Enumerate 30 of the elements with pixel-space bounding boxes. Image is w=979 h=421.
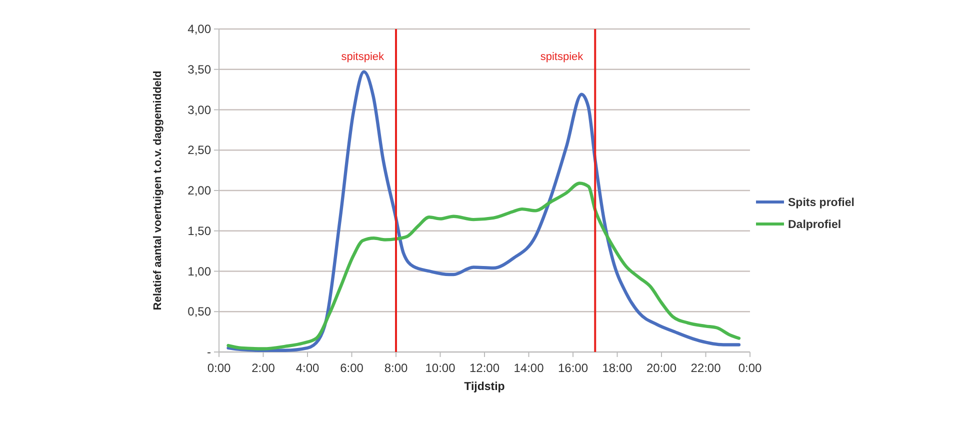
x-tick-label: 6:00 (340, 361, 364, 375)
line-series (226, 182, 741, 350)
legend-label: Spits profiel (788, 197, 854, 209)
x-tick-label: 4:00 (296, 361, 320, 375)
y-tick-label: 1,00 (188, 264, 212, 278)
x-tick-label: 0:00 (738, 361, 762, 375)
y-tick-label: - (207, 345, 211, 359)
x-tick-label: 2:00 (252, 361, 276, 375)
x-tick-label: 20:00 (646, 361, 677, 375)
x-tick-label: 12:00 (469, 361, 500, 375)
x-tick-label: 0:00 (207, 361, 231, 375)
y-tick-label: 3,50 (188, 62, 212, 76)
line-series (226, 70, 741, 352)
x-tick-label: 16:00 (558, 361, 588, 375)
y-tick-label: 1,50 (188, 224, 212, 238)
y-tick-label: 4,00 (188, 22, 212, 36)
legend-label: Dalprofiel (788, 219, 842, 231)
x-tick-label: 14:00 (514, 361, 544, 375)
y-tick-label: 0,50 (188, 304, 212, 319)
y-axis-title: Relatief aantal voertuigen t.o.v. daggemiddeld (152, 70, 164, 310)
y-tick-label: 2,00 (188, 184, 212, 198)
x-tick-label: 22:00 (690, 361, 722, 375)
y-tick-label: 2,50 (188, 143, 212, 158)
ref-line-label: spitspiek (540, 51, 584, 63)
x-tick-label: 10:00 (425, 361, 456, 375)
x-axis-title: Tijdstip (464, 381, 505, 393)
x-tick-label: 8:00 (384, 361, 408, 375)
x-tick-label: 18:00 (602, 361, 633, 375)
ref-line-label: spitspiek (341, 51, 384, 63)
y-tick-label: 3,00 (188, 102, 212, 117)
